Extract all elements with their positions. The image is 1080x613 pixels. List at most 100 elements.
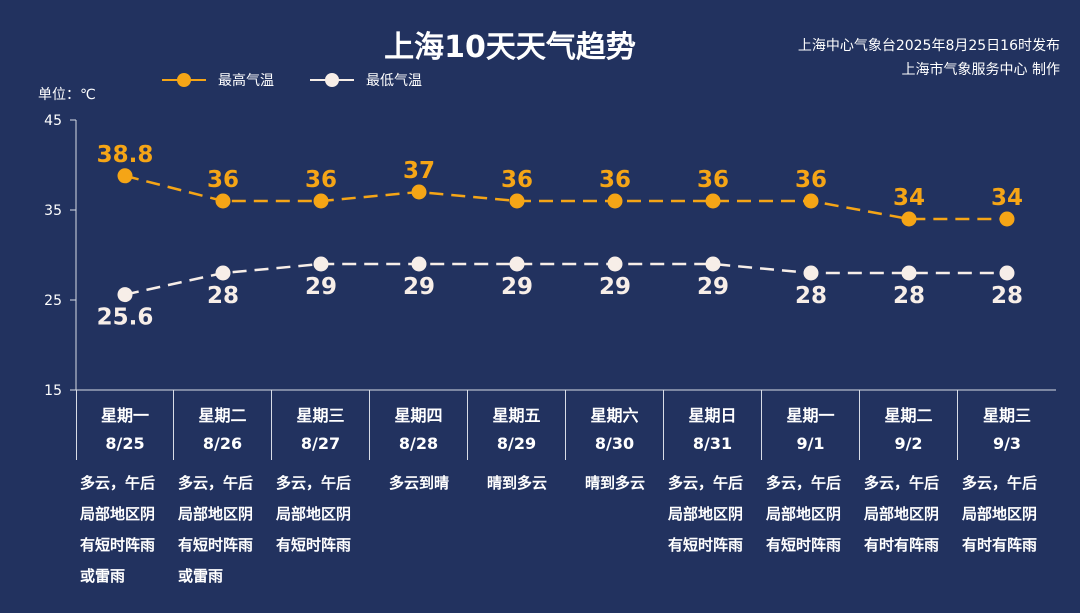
chart-legend: 最高气温 最低气温 [160,70,422,90]
weekday-label: 星期三 [982,406,1031,425]
data-point [901,211,917,227]
data-point [117,168,133,184]
day-cell: 星期一 8/25 [76,390,174,460]
date-label: 8/28 [398,434,439,453]
data-label: 29 [501,274,533,300]
data-point [509,256,525,272]
weather-text: 多云，午后 [864,474,940,492]
weather-text: 有短时阵雨 [276,536,352,554]
y-tick-label: 15 [44,383,62,399]
data-label: 36 [501,167,533,193]
data-label: 38.8 [97,142,154,168]
weather-text: 有短时阵雨 [766,536,842,554]
weather-cell: 多云到晴 [370,460,468,592]
weekday-label: 星期日 [688,406,737,425]
y-axis-unit: 单位：℃ [38,87,96,103]
weekday-label: 星期二 [884,406,933,425]
weather-text: 局部地区阴 [668,505,744,523]
data-label: 29 [305,274,337,300]
day-cell: 星期三 9/3 [958,390,1056,460]
weather-text: 局部地区阴 [864,505,940,523]
date-label: 9/3 [992,434,1022,453]
date-label: 8/29 [496,434,537,453]
source-producer: 上海市气象服务中心 制作 [901,62,1060,78]
weather-text: 多云，午后 [962,474,1038,492]
data-point [411,184,427,200]
weather-text: 有时有阵雨 [864,536,940,554]
weather-text: 多云，午后 [668,474,744,492]
weekday-label: 星期三 [296,406,345,425]
data-point [215,265,231,281]
data-point [411,256,427,272]
data-label: 25.6 [97,305,154,331]
weather-text: 有短时阵雨 [668,536,744,554]
weather-text: 局部地区阴 [276,505,352,523]
weather-text: 有短时阵雨 [178,536,254,554]
weather-text: 局部地区阴 [178,505,254,523]
weather-text: 有时有阵雨 [962,536,1038,554]
date-label: 8/31 [692,434,733,453]
data-point [313,256,329,272]
weather-cell: 多云，午后局部地区阴有短时阵雨 [664,460,762,592]
weather-cell: 晴到多云 [566,460,664,592]
data-point [313,193,329,209]
day-cell: 星期日 8/31 [664,390,762,460]
weather-text: 多云，午后 [80,474,156,492]
data-label: 36 [207,167,239,193]
y-tick-label: 35 [44,203,62,219]
data-point [117,287,133,303]
weather-cell: 多云，午后局部地区阴有短时阵雨 [272,460,370,592]
weather-cell: 多云，午后 局部地区阴 有时有阵雨 [958,460,1056,592]
data-point [705,193,721,209]
data-label: 28 [991,283,1023,309]
data-label: 28 [795,283,827,309]
weekday-label: 星期二 [198,406,247,425]
weekday-label: 星期一 [786,406,835,425]
day-cell: 星期五 8/29 [468,390,566,460]
data-label: 29 [697,274,729,300]
legend-item-low[interactable]: 最低气温 [308,70,422,90]
data-point [803,193,819,209]
day-cell: 星期一 9/1 [762,390,860,460]
data-point [607,193,623,209]
weather-cell: 晴到多云 [468,460,566,592]
weather-row: 多云，午后 局部地区阴 有短时阵雨 或雷雨 多云，午后 局部地区阴 有短时阵雨 或雷雨 多云，午… [76,460,1056,592]
data-point [803,265,819,281]
weather-text: 多云，午后 [178,474,254,492]
weather-text: 晴到多云 [486,474,547,492]
series-line-1 [124,262,1007,296]
weather-text: 多云，午后 [766,474,842,492]
y-tick-label: 25 [44,293,62,309]
weather-cell: 多云，午后局部地区阴有时有阵雨 [860,460,958,592]
forecast-table: 星期一 8/25 星期二 8/26 星期三 8/27 星期四 8/28 星期五 8/29 星期六 8/… [76,390,1056,592]
legend-item-high[interactable]: 最高气温 [160,70,274,90]
data-label: 34 [893,185,925,211]
data-point [607,256,623,272]
weekday-label: 星期四 [394,406,443,425]
series-line-0 [124,174,1007,221]
data-point [901,265,917,281]
date-label: 8/26 [202,434,243,453]
weather-text: 多云到晴 [388,474,449,492]
day-row: 星期一 8/25 星期二 8/26 星期三 8/27 星期四 8/28 星期五 8/29 星期六 8/… [76,390,1056,460]
data-label: 36 [795,167,827,193]
legend-high-marker-icon [162,73,206,87]
data-label: 36 [599,167,631,193]
weather-cell: 多云，午后 局部地区阴 有短时阵雨 或雷雨 [174,460,272,592]
date-label: 9/1 [796,434,825,453]
legend-low-marker-icon [310,73,354,87]
day-cell: 星期二 9/2 [860,390,958,460]
weather-text: 多云，午后 [276,474,352,492]
weekday-label: 星期六 [590,406,639,425]
data-label: 36 [305,167,337,193]
legend-low-label: 最低气温 [366,73,422,89]
day-cell: 星期六 8/30 [566,390,664,460]
data-point [705,256,721,272]
weather-text: 局部地区阴 [766,505,842,523]
day-cell: 星期二 8/26 [174,390,272,460]
date-label: 8/30 [594,434,635,453]
data-label: 28 [207,283,239,309]
data-point [999,265,1015,281]
source-info: 上海中心气象台2025年8月25日16时发布 上海市气象服务中心 制作 [798,34,1060,82]
date-label: 9/2 [894,434,923,453]
